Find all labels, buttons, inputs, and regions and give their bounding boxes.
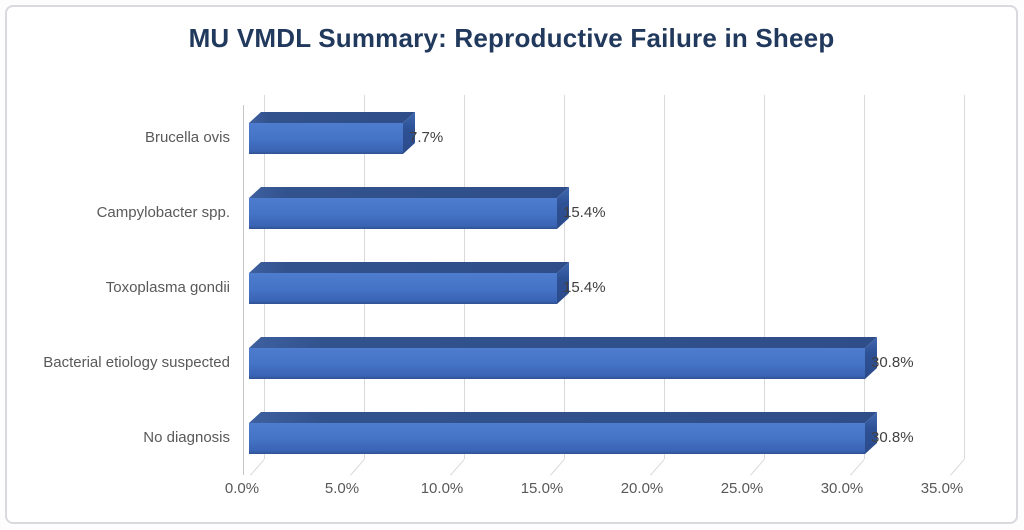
bar-end-cap xyxy=(557,262,569,304)
floor-tick xyxy=(550,459,565,476)
bar-top-face xyxy=(249,262,569,273)
chart-card: MU VMDL Summary: Reproductive Failure in… xyxy=(5,5,1018,524)
bar-end-cap xyxy=(557,187,569,229)
category-label: No diagnosis xyxy=(143,429,230,446)
floor-tick xyxy=(850,459,865,476)
bar xyxy=(249,337,877,379)
category-axis-line xyxy=(243,105,244,475)
floor-tick xyxy=(250,459,265,476)
x-axis-tick-label: 20.0% xyxy=(620,480,664,497)
plot-area: 0.0% 5.0% 10.0% 15.0% 20.0% 25.0% 30.0% 35.0% Br… xyxy=(7,7,1016,522)
x-axis-tick-label: 5.0% xyxy=(324,480,360,497)
x-axis-tick-label: 0.0% xyxy=(224,480,260,497)
floor-tick xyxy=(450,459,465,476)
x-axis-tick-label: 15.0% xyxy=(520,480,564,497)
bar-front-face xyxy=(249,348,865,379)
bar-front-face xyxy=(249,198,557,229)
category-label: Toxoplasma gondii xyxy=(105,279,230,296)
x-axis-tick-label: 10.0% xyxy=(420,480,464,497)
category-label: Campylobacter spp. xyxy=(96,204,230,221)
bar-end-cap xyxy=(865,337,877,379)
bar-front-face xyxy=(249,123,403,154)
bar-top-face xyxy=(249,187,569,198)
value-label: 15.4% xyxy=(563,204,606,221)
category-label: Bacterial etiology suspected xyxy=(43,354,230,371)
bar-front-face xyxy=(249,273,557,304)
floor-tick xyxy=(950,459,965,476)
x-axis-tick-label: 30.0% xyxy=(820,480,864,497)
gridline xyxy=(964,95,965,459)
floor-tick xyxy=(650,459,665,476)
gridline xyxy=(664,95,665,459)
floor-tick xyxy=(350,459,365,476)
bar-top-face xyxy=(249,412,877,423)
bar-front-face xyxy=(249,423,865,454)
x-axis-tick-label: 35.0% xyxy=(920,480,964,497)
bar-top-face xyxy=(249,337,877,348)
gridline xyxy=(864,95,865,459)
bar xyxy=(249,262,569,304)
value-label: 30.8% xyxy=(871,429,914,446)
gridline xyxy=(764,95,765,459)
value-label: 7.7% xyxy=(409,129,444,146)
bar-top-face xyxy=(249,112,415,123)
bar-end-cap xyxy=(403,112,415,154)
floor-tick xyxy=(750,459,765,476)
category-label: Brucella ovis xyxy=(144,129,230,146)
bar xyxy=(249,187,569,229)
bar-end-cap xyxy=(865,412,877,454)
bar xyxy=(249,112,415,154)
value-label: 15.4% xyxy=(563,279,606,296)
chart-title: MU VMDL Summary: Reproductive Failure in… xyxy=(188,23,835,53)
x-axis-tick-label: 25.0% xyxy=(720,480,764,497)
value-label: 30.8% xyxy=(871,354,914,371)
bar xyxy=(249,412,877,454)
